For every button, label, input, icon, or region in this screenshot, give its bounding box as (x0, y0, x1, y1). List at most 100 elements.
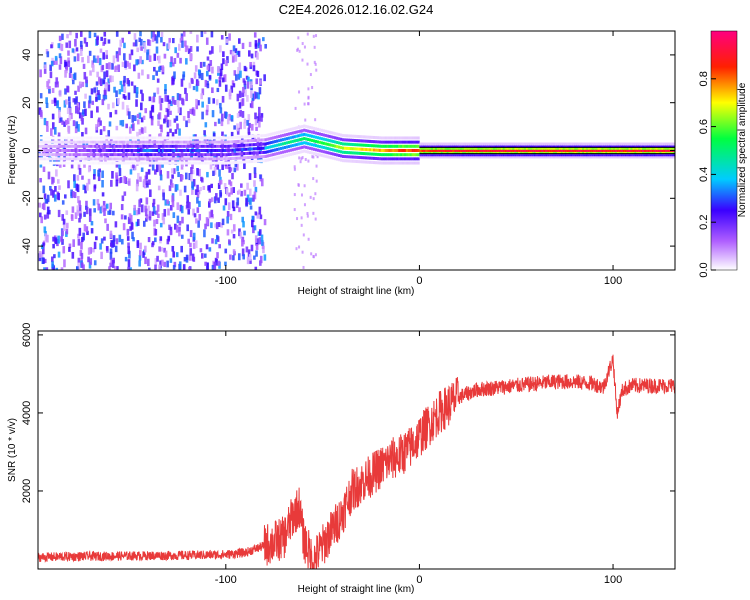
spectrogram-cell (71, 251, 75, 259)
spectrogram-cell (359, 135, 362, 139)
spectrogram-cell (161, 161, 165, 165)
spectrogram-cell (144, 245, 147, 253)
spectrogram-cell (469, 151, 472, 155)
spectrogram-cell (86, 153, 89, 157)
spectrogram-cell (182, 115, 186, 121)
spectrogram-cell (570, 155, 573, 159)
spectrogram-cell (254, 40, 258, 47)
spectrogram-cell (574, 153, 577, 157)
spectrogram-cell (485, 146, 488, 150)
spectrogram-cell (256, 70, 260, 77)
spectrogram-cell (603, 151, 606, 155)
spectrogram-cell (498, 153, 502, 157)
spectrogram-cell (560, 144, 563, 148)
spectrogram-cell (86, 136, 89, 140)
spectrogram-cell (496, 153, 500, 157)
spectrogram-cell (171, 153, 174, 157)
spectrogram-cell (405, 157, 409, 161)
spectrogram-cell (630, 149, 633, 152)
spectrogram-cell (39, 161, 43, 165)
spectrogram-cell (179, 204, 183, 212)
spectrogram-cell (135, 209, 139, 216)
spectrogram-cell (107, 153, 110, 157)
spectrogram-cell (289, 140, 292, 144)
spectrogram-cell (376, 157, 380, 161)
spectrogram-cell (270, 140, 273, 144)
spectrogram-cell (165, 157, 168, 161)
spectrogram-cell (328, 130, 331, 134)
spectrogram-cell (221, 149, 225, 152)
spectrogram-cell (541, 142, 544, 146)
spectrogram-cell (92, 153, 95, 157)
spectrogram-cell (599, 142, 602, 146)
spectrogram-cell (126, 228, 130, 236)
spectrogram-cell (537, 142, 540, 146)
spectrogram-cell (220, 149, 223, 152)
spectrogram-cell (626, 142, 629, 146)
spectrogram-cell (176, 165, 179, 172)
spectrogram-cell (400, 140, 403, 144)
spectrogram-cell (314, 139, 318, 143)
spectrogram-cell (247, 135, 250, 139)
spectrogram-cell (558, 153, 562, 157)
spectrogram-cell (345, 155, 349, 159)
spectrogram-cell (392, 144, 395, 148)
spectrogram-cell (345, 146, 349, 150)
spectrogram-cell (595, 155, 598, 159)
spectrogram-cell (425, 155, 428, 159)
spectrogram-cell (138, 161, 141, 165)
spectrogram-cell (659, 153, 662, 157)
spectrogram-cell (40, 154, 43, 159)
spectrogram-cell (431, 153, 434, 157)
spectrogram-cell (203, 253, 207, 258)
spectrogram-cell (659, 151, 662, 155)
spectrogram-cell (78, 161, 81, 165)
spectrogram-cell (307, 125, 310, 129)
spectrogram-cell (59, 149, 62, 152)
spectrogram-cell (95, 93, 99, 101)
spectrogram-cell (177, 140, 180, 144)
spectrogram-cell (411, 144, 414, 148)
spectrogram-cell (74, 153, 77, 157)
spectrogram-cell (241, 248, 245, 257)
spectrogram-cell (173, 144, 176, 148)
spectrogram-cell (479, 142, 482, 146)
spectrogram-cell (194, 153, 198, 157)
spectrogram-cell (489, 155, 492, 159)
spectrogram-cell (539, 144, 542, 148)
spectrogram-cell (223, 144, 227, 148)
spectrogram-cell (235, 148, 238, 152)
spectrogram-cell (97, 76, 101, 85)
spectrogram-cell (349, 134, 352, 138)
y-tick-label: 0 (21, 147, 33, 153)
spectrogram-cell (105, 161, 108, 165)
spectrogram-cell (167, 149, 170, 152)
spectrogram-cell (582, 142, 585, 146)
spectrogram-cell (487, 155, 490, 159)
spectrogram-cell (174, 47, 177, 54)
spectrogram-cell (208, 74, 212, 80)
spectrogram-cell (82, 136, 85, 140)
spectrogram-cell (65, 157, 68, 161)
spectrogram-cell (363, 139, 366, 143)
spectrogram-cell (355, 159, 358, 163)
spectrogram-cell (161, 140, 165, 144)
spectrogram-cell (595, 149, 598, 152)
spectrogram-cell (421, 146, 424, 150)
spectrogram-cell (246, 80, 250, 89)
spectrogram-cell (247, 249, 251, 257)
spectrogram-cell (212, 144, 215, 148)
spectrogram-cell (539, 146, 542, 150)
spectrogram-cell (661, 149, 664, 152)
spectrogram-cell (212, 153, 215, 157)
spectrogram-cell (578, 153, 581, 157)
spectrogram-cell (226, 116, 230, 125)
spectrogram-cell (463, 149, 467, 152)
spectrogram-cell (463, 153, 467, 157)
spectrogram-cell (206, 153, 209, 157)
spectrogram-cell (537, 151, 540, 155)
spectrogram-cell (460, 142, 463, 146)
spectrogram-cell (65, 99, 68, 105)
spectrogram-cell (442, 142, 445, 146)
spectrogram-cell (202, 157, 205, 161)
